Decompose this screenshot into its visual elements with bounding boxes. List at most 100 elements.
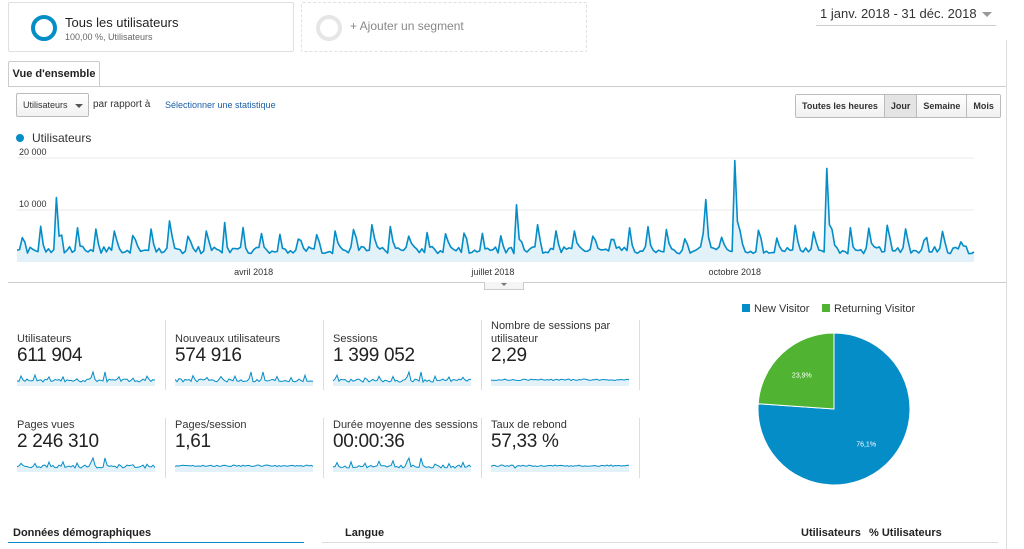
divider — [8, 542, 304, 543]
legend-swatch — [742, 304, 750, 312]
sparkline-area — [491, 465, 629, 472]
sparkline-line — [175, 371, 314, 383]
metric-label: Durée moyenne des sessions — [333, 419, 478, 431]
day-button[interactable]: Jour — [884, 95, 918, 117]
language-heading: Langue — [345, 527, 385, 539]
sparkline-line — [491, 378, 630, 382]
visitor-type-pie[interactable]: 76,1% 23,9% — [744, 318, 924, 498]
metric-sparkline — [333, 456, 472, 472]
pie-data-label: 76,1% — [856, 441, 876, 448]
metric-value: 2 246 310 — [17, 431, 99, 452]
users-line-chart[interactable]: 20 000 10 000 avril 2018 juillet 2018 octobr… — [0, 145, 1010, 285]
users-column-header[interactable]: Utilisateurs — [801, 527, 861, 539]
pct-users-column-header[interactable]: % Utilisateurs — [869, 527, 942, 539]
month-button[interactable]: Mois — [967, 95, 1000, 117]
chevron-down-icon — [75, 104, 83, 108]
pie-legend-returning-label: Returning Visitor — [834, 303, 916, 315]
sparkline-area — [333, 372, 471, 386]
pie-legend-new[interactable]: New Visitor — [742, 303, 809, 315]
sparkline-area — [175, 372, 313, 386]
metric-label: Pages/session — [175, 419, 247, 431]
chevron-down-icon — [982, 12, 992, 17]
sparkline-area — [175, 465, 313, 472]
metric-label: Utilisateurs — [17, 333, 72, 345]
empty-ring-icon — [316, 15, 342, 41]
divider — [8, 86, 1006, 87]
divider — [481, 320, 482, 390]
pie-data-label: 23,9% — [792, 373, 812, 380]
metric-value: 574 916 — [175, 345, 242, 366]
divider — [165, 320, 166, 390]
x-tick-label: avril 2018 — [234, 267, 273, 277]
divider — [481, 418, 482, 478]
segment-all-users[interactable]: Tous les utilisateurs 100,00 %, Utilisat… — [8, 2, 294, 52]
metric-value: 611 904 — [17, 345, 83, 366]
divider — [165, 418, 166, 478]
metric-sparkline — [17, 456, 156, 472]
select-stat-link[interactable]: Sélectionner une statistique — [165, 100, 276, 110]
pie-legend-returning[interactable]: Returning Visitor — [822, 303, 915, 315]
add-segment-label: + Ajouter un segment — [350, 19, 464, 33]
metric-card[interactable]: Nombre de sessions par utilisateur 2,29 — [491, 320, 641, 367]
divider — [639, 320, 640, 390]
sparkline-area — [333, 458, 471, 472]
metric-value: 57,33 % — [491, 431, 559, 452]
compare-label: par rapport à — [93, 99, 151, 110]
sparkline-area — [491, 379, 629, 386]
week-button[interactable]: Semaine — [917, 95, 968, 117]
sparkline-line — [17, 456, 156, 469]
divider — [1006, 40, 1007, 549]
metric-sparkline — [491, 464, 630, 472]
metric-card[interactable]: Utilisateurs 611 904 — [17, 333, 167, 367]
metric-card[interactable]: Durée moyenne des sessions 00:00:36 — [333, 419, 483, 453]
metric-card[interactable]: Taux de rebond 57,33 % — [491, 419, 641, 453]
segment-subtitle: 100,00 %, Utilisateurs — [65, 32, 153, 42]
hourly-button[interactable]: Toutes les heures — [796, 95, 885, 117]
sparkline-area — [17, 458, 155, 472]
y-tick-label: 10 000 — [19, 199, 47, 209]
metric-label: Nouveaux utilisateurs — [175, 333, 281, 345]
date-range-picker[interactable]: 1 janv. 2018 - 31 déc. 2018 — [816, 4, 996, 26]
time-granularity-group: Toutes les heures Jour Semaine Mois — [795, 94, 1001, 118]
metric-sparkline — [333, 370, 471, 386]
metric-value: 1 399 052 — [333, 345, 415, 366]
y-tick-label: 20 000 — [19, 147, 47, 157]
metric-value: 2,29 — [491, 345, 527, 366]
tab-overview[interactable]: Vue d'ensemble — [8, 61, 100, 87]
series-legend-dot — [16, 134, 24, 142]
sparkline-line — [333, 456, 472, 469]
metric-label: Nombre de sessions par utilisateur — [491, 320, 611, 345]
metric-label: Pages vues — [17, 419, 75, 431]
sparkline-line — [491, 464, 630, 469]
divider — [323, 320, 324, 390]
metric-card[interactable]: Sessions 1 399 052 — [333, 333, 483, 367]
divider — [323, 418, 324, 478]
metric-sparkline — [175, 371, 314, 386]
sparkline-area — [17, 372, 155, 386]
x-tick-label: juillet 2018 — [470, 267, 514, 277]
metric-label: Taux de rebond — [491, 419, 567, 431]
metric-card[interactable]: Pages/session 1,61 — [175, 419, 325, 453]
collapse-chart-button[interactable] — [484, 282, 524, 290]
metric-label: Sessions — [333, 333, 378, 345]
segment-title: Tous les utilisateurs — [65, 15, 179, 30]
series-line — [16, 159, 975, 255]
chevron-down-icon — [501, 283, 507, 286]
pie-legend-new-label: New Visitor — [754, 303, 810, 315]
divider — [322, 542, 998, 543]
demographics-heading: Données démographiques — [13, 527, 152, 539]
metric-select[interactable]: Utilisateurs — [16, 93, 89, 117]
metric-sparkline — [175, 464, 314, 472]
segment-ring-icon — [31, 15, 57, 41]
legend-swatch — [822, 304, 830, 312]
series-legend-label: Utilisateurs — [32, 131, 92, 145]
metric-card[interactable]: Pages vues 2 246 310 — [17, 419, 167, 453]
sparkline-line — [333, 370, 471, 384]
metric-sparkline — [491, 378, 630, 386]
add-segment-button[interactable]: + Ajouter un segment — [301, 2, 587, 52]
divider — [639, 418, 640, 478]
metric-card[interactable]: Nouveaux utilisateurs 574 916 — [175, 333, 325, 367]
metric-select-value: Utilisateurs — [23, 100, 68, 110]
pie-slice[interactable] — [757, 332, 835, 410]
metric-value: 00:00:36 — [333, 431, 405, 452]
